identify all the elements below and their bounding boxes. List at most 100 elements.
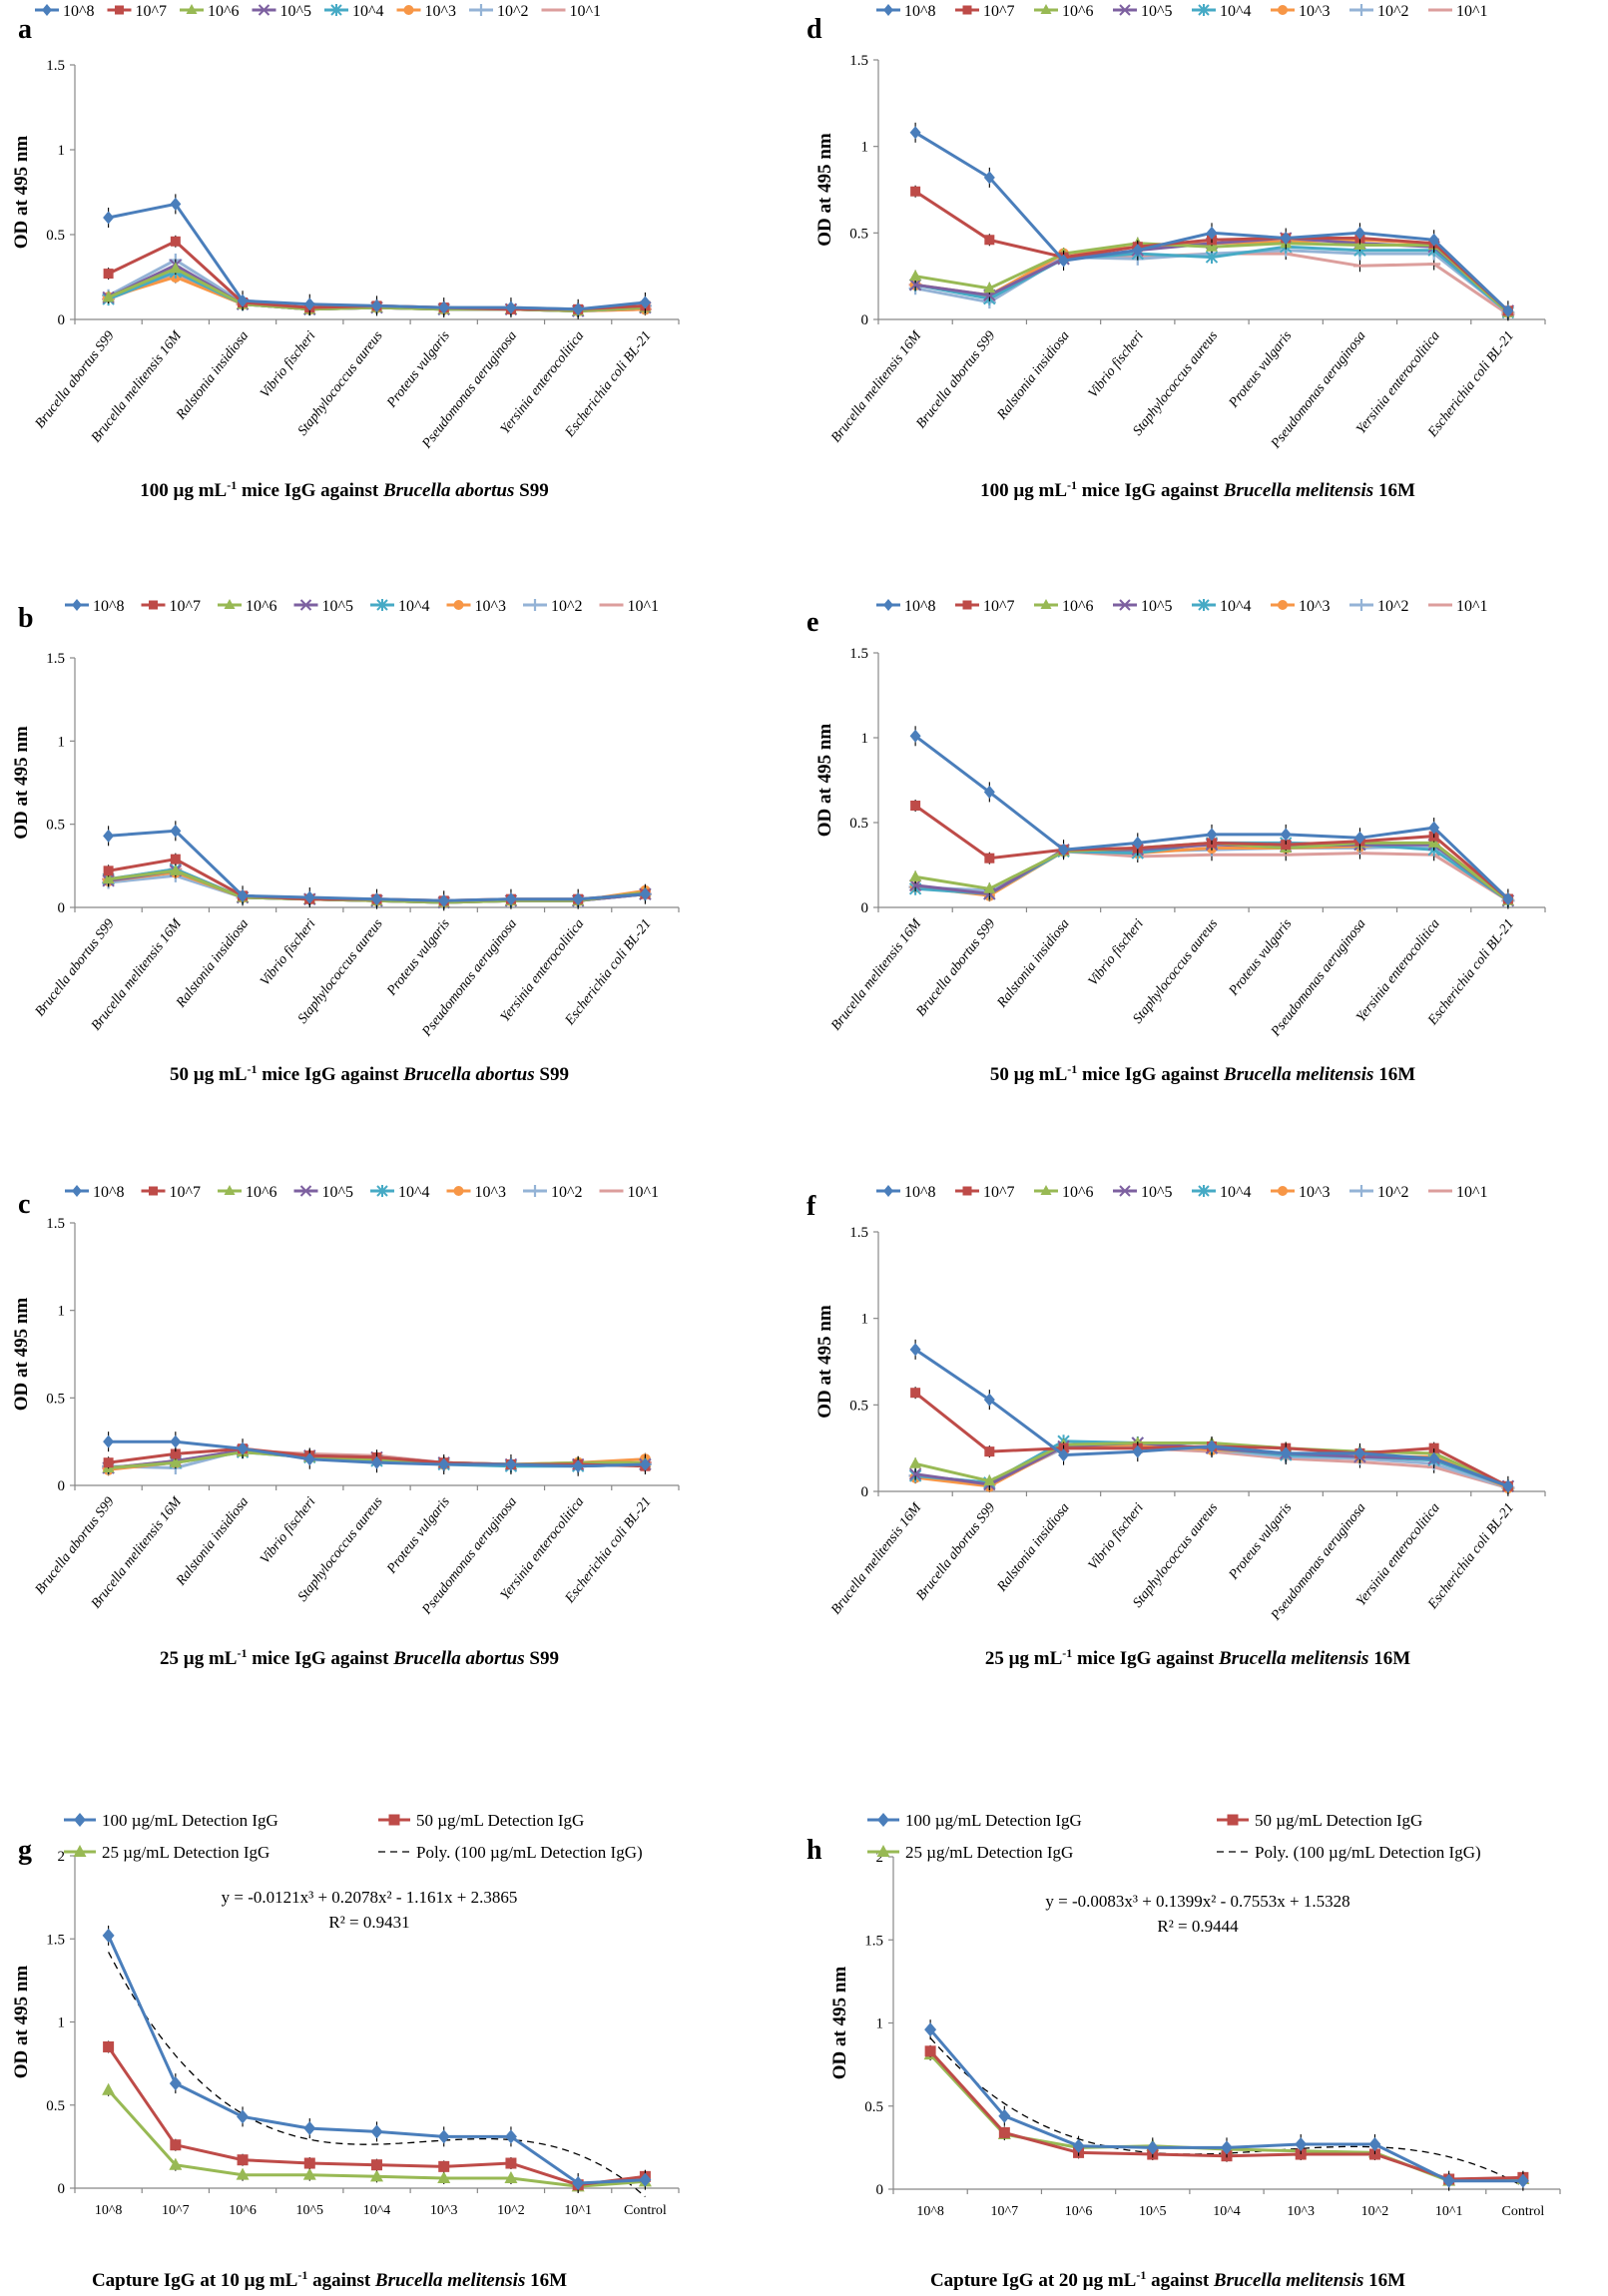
series-line — [914, 735, 1509, 900]
legend-entry: 100 µg/mL Detection IgG — [867, 1811, 1082, 1830]
x-tick-label: Brucella abortus S99 — [913, 328, 998, 431]
legend-entry: Poly. (100 µg/mL Detection IgG) — [378, 1843, 643, 1862]
data-point — [1072, 2138, 1085, 2153]
x-tick-label: Escherichia coli BL-21 — [1425, 1500, 1517, 1612]
series-0 — [909, 726, 1514, 909]
data-point — [1058, 1448, 1070, 1462]
legend-marker — [1040, 1185, 1052, 1195]
series-0 — [103, 1432, 651, 1476]
data-point — [1428, 1451, 1440, 1465]
x-tick-label: Vibrio fischeri — [1086, 1500, 1147, 1573]
x-tick-label: 10^2 — [497, 2203, 525, 2218]
legend-marker — [73, 1845, 87, 1857]
legend-entry: 10^3 — [1271, 3, 1331, 20]
legend-entry: 10^3 — [396, 3, 456, 20]
data-point — [170, 1448, 181, 1459]
legend-marker — [1278, 5, 1288, 15]
legend-label: 10^5 — [1141, 3, 1173, 20]
data-point — [437, 2129, 450, 2144]
legend-label: 25 µg/mL Detection IgG — [102, 1843, 269, 1862]
legend-entry: 10^2 — [523, 1184, 583, 1201]
legend-entry: 10^6 — [1034, 598, 1094, 615]
data-point — [237, 1441, 249, 1455]
legend-marker — [186, 4, 198, 14]
y-tick-label: 1.5 — [46, 1216, 65, 1232]
legend-entry: 10^2 — [1349, 1184, 1409, 1201]
legend-entry: 10^7 — [955, 598, 1015, 615]
y-axis-label: OD at 495 nm — [11, 1966, 32, 2079]
data-point — [1058, 843, 1070, 857]
panel-letter: g — [18, 1835, 32, 1866]
legend-label: 10^3 — [1299, 1184, 1331, 1201]
data-point — [984, 853, 995, 863]
y-tick-label: 0.5 — [46, 1391, 65, 1407]
panel-letter: a — [18, 14, 32, 45]
legend-label: 100 µg/mL Detection IgG — [102, 1811, 278, 1830]
data-point — [1353, 831, 1365, 845]
legend-label: 10^7 — [170, 598, 202, 615]
y-tick-label: 1.5 — [849, 53, 868, 69]
legend-label: 10^2 — [1377, 3, 1409, 20]
legend-entry: 10^4 — [370, 1184, 430, 1201]
series-0 — [909, 1339, 1514, 1496]
legend-entry: 10^1 — [541, 3, 601, 20]
legend-entry: 10^6 — [218, 1184, 277, 1201]
y-tick-label: 0.5 — [46, 2098, 65, 2114]
x-tick-label: Vibrio fischeri — [258, 1494, 318, 1567]
data-point — [572, 302, 584, 316]
x-tick-label: Proteus vulgaris — [1226, 1500, 1296, 1583]
regression-equation: y = -0.0083x³ + 0.1399x² - 0.7553x + 1.5… — [1045, 1892, 1349, 1911]
legend-entry: 10^8 — [876, 598, 936, 615]
legend-label: 10^3 — [1299, 598, 1331, 615]
data-point — [169, 2157, 183, 2170]
legend-entry: 10^4 — [370, 598, 430, 615]
legend-entry: 10^6 — [218, 598, 277, 615]
legend-marker — [453, 1186, 464, 1196]
legend-entry: 10^5 — [293, 1184, 353, 1201]
y-tick-label: 0 — [861, 900, 869, 916]
x-tick-label: 10^6 — [1065, 2204, 1093, 2219]
y-tick-label: 0.5 — [849, 226, 868, 242]
x-tick-label: 10^3 — [430, 2203, 458, 2218]
legend-marker — [1278, 1186, 1288, 1196]
panel-letter: h — [806, 1835, 822, 1866]
data-point — [1132, 836, 1144, 850]
legend-marker — [149, 600, 158, 610]
legend-marker — [258, 4, 270, 16]
data-point — [170, 854, 181, 864]
legend-label: 10^8 — [904, 3, 936, 20]
legend-entry: Poly. (100 µg/mL Detection IgG) — [1217, 1843, 1481, 1862]
legend-entry: 10^5 — [293, 598, 353, 615]
series-line — [107, 1935, 646, 2185]
x-tick-label: Control — [1501, 2204, 1544, 2219]
y-tick-label: 1 — [58, 143, 66, 159]
panel-title: 50 µg mL-1 mice IgG against Brucella mel… — [990, 1062, 1415, 1085]
x-tick-label: Vibrio fischeri — [1086, 328, 1147, 401]
legend-label: 10^1 — [1456, 598, 1488, 615]
legend-marker — [1227, 1814, 1239, 1826]
data-point — [983, 171, 995, 185]
data-point — [1502, 1479, 1514, 1493]
data-point — [908, 1467, 922, 1480]
data-point — [909, 270, 922, 282]
y-tick-label: 2 — [876, 1850, 884, 1866]
legend-entry: 10^4 — [324, 3, 384, 20]
data-point — [169, 262, 182, 274]
legend-marker — [883, 4, 893, 16]
legend-marker — [224, 1185, 236, 1195]
data-point — [909, 729, 921, 743]
legend-entry: 10^4 — [1192, 3, 1252, 20]
panel-letter: e — [806, 607, 818, 638]
legend-marker — [1119, 599, 1131, 611]
y-tick-label: 1.5 — [46, 651, 65, 667]
legend-marker — [1355, 599, 1367, 611]
x-tick-label: Brucella melitensis 16M — [828, 327, 925, 445]
data-point — [170, 2139, 182, 2151]
y-axis-label: OD at 495 nm — [814, 133, 835, 247]
y-tick-label: 0 — [861, 1484, 869, 1500]
data-point — [303, 2121, 316, 2136]
data-point — [504, 2129, 517, 2144]
data-point — [1205, 251, 1219, 265]
